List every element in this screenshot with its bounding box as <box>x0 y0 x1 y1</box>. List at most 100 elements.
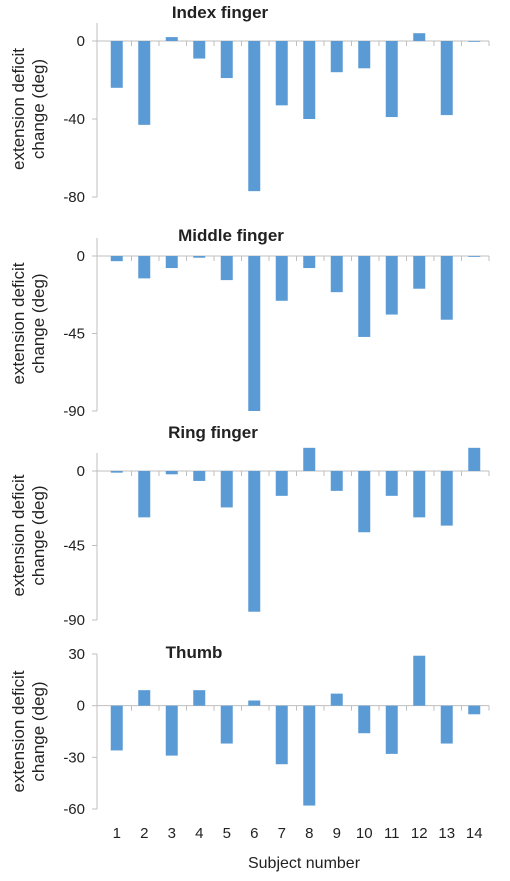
bar-subject-4 <box>193 41 206 59</box>
bar-subject-5 <box>220 471 233 508</box>
x-tick-label: 8 <box>305 825 313 842</box>
bar-subject-11 <box>385 471 398 496</box>
y-axis-label: extension deficitchange (deg) <box>9 474 48 596</box>
bar-subject-11 <box>385 705 398 754</box>
y-tick-label: -80 <box>63 189 85 206</box>
y-tick-label: -60 <box>63 801 85 818</box>
bar-subject-10 <box>358 256 371 337</box>
x-axis-label: Subject number <box>248 855 361 872</box>
y-axis-label: extension deficitchange (deg) <box>9 262 48 384</box>
bar-subject-8 <box>303 41 316 119</box>
bar-subject-13 <box>440 256 453 320</box>
x-tick-label: 4 <box>195 825 203 842</box>
y-axis-label-line: extension deficit <box>9 670 28 792</box>
y-tick-label: -30 <box>63 749 85 766</box>
bar-subject-1 <box>110 256 123 262</box>
bar-subject-9 <box>330 41 343 73</box>
x-tick-label: 1 <box>113 825 121 842</box>
y-tick-label: 30 <box>68 646 85 663</box>
bar-subject-2 <box>138 690 151 706</box>
bar-subject-8 <box>303 705 316 806</box>
bar-subject-2 <box>138 256 151 279</box>
bar-subject-7 <box>275 705 288 765</box>
x-tick-label: 5 <box>223 825 231 842</box>
x-tick-label: 2 <box>140 825 148 842</box>
bar-subject-6 <box>248 471 261 612</box>
bar-subject-14 <box>468 256 481 257</box>
bar-subject-3 <box>165 705 178 756</box>
y-axis-label: extension deficitchange (deg) <box>9 48 48 170</box>
bar-subject-10 <box>358 471 371 533</box>
bar-subject-14 <box>468 447 481 471</box>
bar-subject-4 <box>193 471 206 481</box>
bar-subject-9 <box>330 256 343 293</box>
y-axis-label-line: change (deg) <box>29 273 48 373</box>
bar-subject-1 <box>110 705 123 751</box>
bar-subject-5 <box>220 705 233 744</box>
y-tick-label: -40 <box>63 111 85 128</box>
x-tick-label: 9 <box>333 825 341 842</box>
bar-subject-7 <box>275 41 288 106</box>
bar-subject-12 <box>413 471 426 518</box>
y-axis-label-line: change (deg) <box>29 485 48 585</box>
y-tick-label: -90 <box>63 612 85 629</box>
x-tick-label: 10 <box>356 825 373 842</box>
bar-subject-13 <box>440 41 453 116</box>
bar-subject-3 <box>165 256 178 269</box>
bar-subject-13 <box>440 705 453 744</box>
x-tick-label: 13 <box>438 825 455 842</box>
panel-title: Index finger <box>172 3 269 22</box>
bar-subject-11 <box>385 256 398 315</box>
bar-subject-11 <box>385 41 398 118</box>
y-axis-label-line: extension deficit <box>9 262 28 384</box>
bar-subject-6 <box>248 700 261 706</box>
bar-subject-4 <box>193 690 206 706</box>
x-tick-label: 14 <box>466 825 483 842</box>
bar-subject-9 <box>330 471 343 491</box>
bar-subject-7 <box>275 256 288 301</box>
bar-subject-6 <box>248 256 261 411</box>
bar-subject-13 <box>440 471 453 526</box>
panel-title: Thumb <box>166 643 223 662</box>
bar-subject-3 <box>165 471 178 475</box>
panel-title: Ring finger <box>168 423 258 442</box>
x-tick-label: 6 <box>250 825 258 842</box>
y-axis-label: extension deficitchange (deg) <box>9 670 48 792</box>
bar-subject-8 <box>303 256 316 269</box>
bar-subject-12 <box>413 33 426 41</box>
bar-subject-2 <box>138 41 151 125</box>
y-tick-label: 0 <box>77 463 85 480</box>
bar-subject-2 <box>138 471 151 518</box>
x-tick-label: 7 <box>278 825 286 842</box>
panel-title: Middle finger <box>178 226 284 245</box>
y-tick-label: 0 <box>77 248 85 265</box>
y-axis-label-line: change (deg) <box>29 59 48 159</box>
bar-subject-5 <box>220 256 233 281</box>
bar-subject-12 <box>413 256 426 289</box>
x-tick-label: 3 <box>168 825 176 842</box>
bar-subject-14 <box>468 41 481 42</box>
bar-subject-10 <box>358 705 371 734</box>
bar-subject-4 <box>193 256 206 258</box>
bar-subject-1 <box>110 41 123 88</box>
bar-subject-9 <box>330 693 343 706</box>
bar-subject-7 <box>275 471 288 496</box>
bar-subject-5 <box>220 41 233 79</box>
bar-subject-10 <box>358 41 371 69</box>
y-axis-label-line: extension deficit <box>9 474 28 596</box>
bar-subject-1 <box>110 471 123 473</box>
y-tick-label: 0 <box>77 33 85 50</box>
x-tick-label: 12 <box>411 825 428 842</box>
x-tick-label: 11 <box>384 825 400 842</box>
bar-subject-6 <box>248 41 261 192</box>
y-tick-label: -45 <box>63 326 85 343</box>
y-tick-label: -45 <box>63 538 85 555</box>
y-axis-label-line: change (deg) <box>29 681 48 781</box>
bar-subject-14 <box>468 705 481 715</box>
bar-subject-3 <box>165 37 178 41</box>
y-tick-label: 0 <box>77 698 85 715</box>
bar-subject-12 <box>413 655 426 706</box>
y-tick-label: -90 <box>63 403 85 420</box>
y-axis-label-line: extension deficit <box>9 48 28 170</box>
